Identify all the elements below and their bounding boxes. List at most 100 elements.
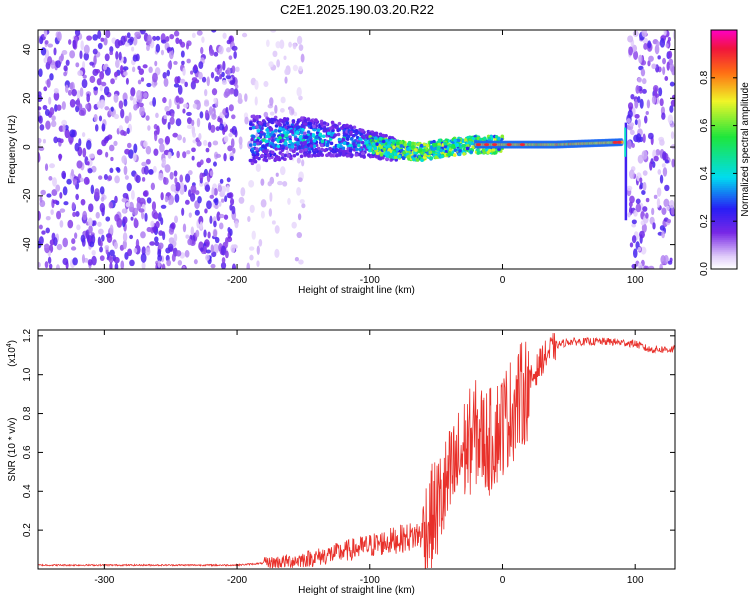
noise-mark: [174, 193, 180, 203]
noise-mark: [47, 256, 52, 264]
noise-mark: [213, 51, 219, 57]
noise-mark: [255, 163, 261, 172]
peak-mark: [506, 143, 512, 147]
signal-mark: [264, 150, 268, 154]
noise-mark: [161, 39, 167, 44]
noise-mark: [210, 71, 215, 79]
noise-mark: [164, 105, 170, 112]
colorbar-step: [711, 79, 737, 83]
noise-mark: [38, 110, 41, 117]
signal-mark: [251, 125, 256, 130]
signal-mark: [447, 152, 452, 157]
colorbar-step: [711, 39, 737, 43]
signal-mark: [250, 137, 254, 142]
noise-mark: [647, 60, 651, 67]
noise-mark: [298, 44, 304, 52]
noise-mark: [92, 220, 97, 226]
colorbar-title: Normalized spectral amplitude: [740, 82, 750, 217]
noise-mark: [80, 198, 86, 206]
signal-mark: [300, 130, 304, 135]
noise-mark: [215, 153, 222, 158]
noise-mark: [109, 249, 115, 257]
noise-mark: [300, 53, 305, 63]
signal-mark: [467, 140, 472, 145]
noise-mark: [218, 201, 222, 207]
signal-mark: [300, 123, 305, 128]
signal-mark: [418, 148, 423, 153]
noise-mark: [669, 199, 675, 209]
noise-mark: [59, 220, 64, 228]
noise-mark: [38, 142, 41, 147]
noise-mark: [49, 163, 55, 169]
noise-mark: [172, 132, 179, 138]
noise-mark: [196, 117, 201, 128]
noise-mark: [122, 92, 128, 102]
colorbar-step: [711, 37, 737, 41]
noise-mark: [228, 192, 234, 199]
noise-mark: [629, 195, 635, 204]
noise-mark: [42, 105, 48, 110]
noise-mark: [76, 90, 81, 100]
signal-mark: [314, 147, 318, 152]
noise-mark: [284, 68, 290, 76]
noise-mark: [167, 243, 174, 252]
signal-mark: [250, 114, 255, 119]
noise-mark: [110, 106, 114, 112]
noise-mark: [662, 167, 668, 177]
noise-mark: [219, 118, 223, 126]
noise-mark: [53, 88, 59, 94]
signal-mark: [319, 122, 324, 126]
signal-mark: [407, 154, 411, 159]
noise-mark: [146, 227, 152, 233]
noise-mark: [93, 113, 98, 122]
noise-mark: [76, 160, 83, 169]
signal-mark: [434, 155, 438, 160]
noise-mark: [113, 241, 118, 250]
noise-mark: [267, 181, 273, 187]
signal-mark: [371, 150, 376, 155]
noise-mark: [224, 239, 229, 248]
noise-mark: [124, 175, 129, 180]
x-tick-label: 0: [500, 575, 506, 586]
noise-mark: [109, 144, 115, 152]
signal-mark: [250, 147, 255, 151]
signal-mark: [341, 146, 346, 150]
noise-mark: [56, 243, 63, 251]
colorbar-tick-label: 0.2: [699, 214, 710, 228]
noise-mark: [670, 131, 675, 140]
signal-mark: [276, 144, 281, 149]
noise-mark: [641, 78, 647, 85]
noise-mark: [661, 112, 666, 120]
signal-mark: [415, 158, 420, 162]
colorbar-step: [711, 73, 737, 77]
noise-mark: [297, 213, 302, 221]
signal-mark: [401, 156, 406, 161]
signal-mark: [293, 146, 298, 151]
colorbar-step: [711, 145, 737, 149]
noise-mark: [56, 210, 62, 220]
noise-mark: [203, 245, 208, 255]
noise-mark: [105, 151, 109, 158]
signal-mark: [436, 146, 441, 151]
signal-mark: [471, 136, 475, 141]
noise-mark: [154, 60, 158, 67]
noise-mark: [667, 260, 673, 265]
noise-mark: [197, 196, 202, 204]
noise-mark: [206, 200, 212, 210]
signal-mark: [297, 146, 302, 150]
signal-mark: [429, 156, 434, 160]
signal-mark: [296, 120, 300, 124]
noise-mark: [220, 245, 227, 256]
noise-mark: [43, 86, 48, 92]
noise-mark: [209, 170, 214, 177]
noise-mark: [276, 59, 281, 68]
noise-mark: [125, 77, 129, 85]
noise-mark: [671, 158, 675, 168]
noise-mark: [226, 185, 230, 193]
signal-mark: [414, 148, 418, 152]
signal-mark: [258, 120, 263, 125]
signal-mark: [266, 122, 270, 127]
noise-mark: [656, 187, 662, 197]
signal-mark: [358, 127, 362, 132]
noise-mark: [201, 36, 205, 43]
